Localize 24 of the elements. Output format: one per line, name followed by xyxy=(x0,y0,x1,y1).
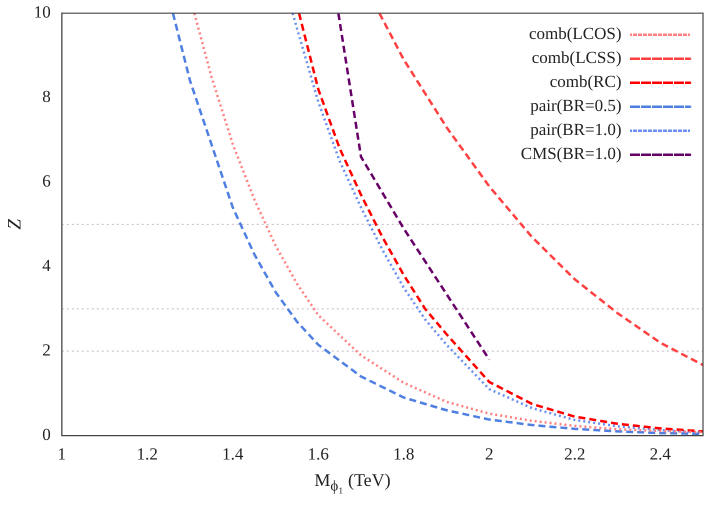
x-tick-label: 1 xyxy=(58,444,66,464)
line-series xyxy=(337,13,491,361)
y-tick-label: 4 xyxy=(42,256,52,276)
x-tick-label: 1.4 xyxy=(222,444,244,464)
y-tick-label: 2 xyxy=(42,340,51,360)
legend-label: pair(BR=1.0) xyxy=(530,120,622,140)
x-tick-label: 2.2 xyxy=(564,444,586,464)
y-tick-label: 0 xyxy=(42,425,51,444)
y-tick-label: 10 xyxy=(34,2,51,22)
y-axis-title: Z xyxy=(4,218,26,230)
legend-label: comb(LCSS) xyxy=(532,48,622,68)
y-tick-label: 8 xyxy=(42,87,51,106)
legend-label: pair(BR=0.5) xyxy=(530,96,622,116)
legend-label: comb(RC) xyxy=(550,72,622,92)
line-series xyxy=(378,13,703,366)
legend-label: comb(LCOS) xyxy=(528,24,622,44)
legend-label: CMS(BR=1.0) xyxy=(520,144,622,164)
y-tick-label: 6 xyxy=(42,172,51,191)
x-axis-title: M$_{ϕ₁}$ (TeV) xyxy=(313,470,392,496)
x-tick-label: 2.4 xyxy=(650,444,672,464)
x-tick-label: 1.2 xyxy=(136,444,158,464)
x-tick-label: 1.8 xyxy=(393,444,414,464)
x-tick-label: 1.6 xyxy=(308,444,329,464)
x-tick-label: 2 xyxy=(485,444,494,464)
